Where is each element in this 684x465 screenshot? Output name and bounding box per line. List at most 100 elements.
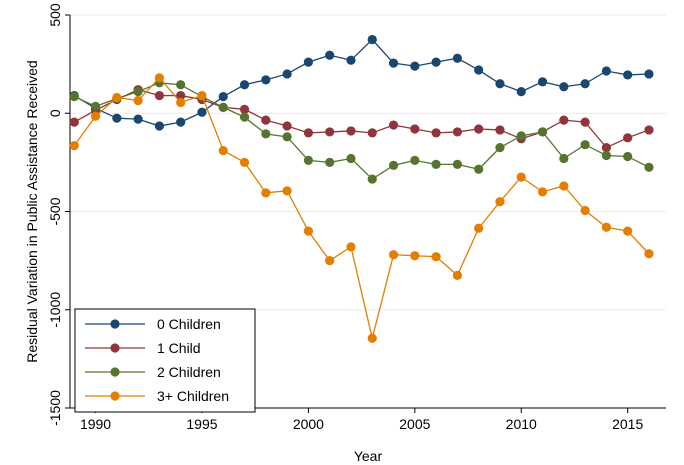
data-point [367,174,377,184]
data-point [133,87,143,97]
data-point [69,141,79,151]
legend-box [74,308,256,413]
data-point [388,160,399,170]
data-point [367,128,377,138]
data-point [537,187,548,197]
legend: 0 Children 1 Child 2 Children 3+ Children [74,308,256,413]
data-point [176,97,186,108]
data-point [474,164,484,174]
data-point [239,112,250,122]
data-point [559,181,569,191]
data-point [623,70,633,80]
y-tick-label: 0 [47,109,63,117]
data-point [154,73,164,83]
y-axis-title: Residual Variation in Public Assistance … [24,60,40,362]
data-point [90,101,101,111]
data-point [176,80,186,90]
x-tick-label: 1995 [186,416,217,432]
data-point [388,120,399,130]
data-point [559,82,569,92]
data-point [239,157,250,167]
data-point [431,159,441,169]
data-point [346,126,356,136]
data-point [154,121,164,131]
series-group [69,34,654,131]
data-point [431,57,441,67]
legend-marker [110,367,120,377]
legend-label: 2 Children [157,364,221,380]
data-point [218,91,228,102]
data-point [133,114,143,124]
data-point [303,128,313,138]
data-point [516,131,526,141]
y-tick-label: -1000 [47,292,63,328]
series-line [73,88,650,149]
data-point [410,251,420,261]
data-point [580,205,590,216]
x-tick-label: 2015 [612,416,643,432]
data-point [261,115,271,125]
legend-marker [110,343,120,353]
data-point [601,143,612,153]
data-point [580,79,590,89]
x-tick-label: 2005 [399,416,430,432]
data-point [410,124,420,134]
data-point [197,107,207,117]
data-point [580,117,590,127]
data-point [623,226,633,236]
data-point [303,155,313,166]
data-point [623,151,633,162]
data-point [367,333,377,343]
data-point [388,250,399,260]
data-point [495,143,505,153]
data-point [218,102,228,112]
data-point [90,111,101,121]
x-tick-label: 2010 [506,416,537,432]
data-point [218,145,228,156]
legend-marker [110,319,120,329]
data-point [559,115,569,125]
data-point [303,226,313,236]
data-point [112,92,122,103]
data-point [346,242,356,252]
series-group [69,73,654,343]
data-point [69,91,79,102]
x-tick-label: 2000 [293,416,324,432]
data-point [69,117,79,127]
data-point [282,132,292,142]
series-line [73,76,650,339]
data-point [474,223,484,233]
data-point [474,124,484,134]
data-point [346,153,356,164]
data-point [537,77,548,87]
data-point [133,95,143,106]
data-point [495,125,505,135]
data-point [303,57,313,67]
data-point [452,53,462,63]
y-tick-label: 500 [47,3,63,27]
data-point [644,69,654,79]
x-tick-label: 1990 [80,416,111,432]
data-point [644,162,654,172]
data-point [197,90,207,101]
data-point [239,80,250,90]
data-point [452,270,462,280]
data-point [261,129,271,139]
data-point [239,104,250,114]
y-tick-label: -1500 [47,390,63,426]
data-point [516,172,526,182]
data-point [431,252,441,262]
y-tick-label: -500 [47,197,63,225]
legend-label: 3+ Children [157,388,229,404]
data-point [601,222,612,232]
data-series [69,34,654,343]
data-point [367,34,377,45]
data-point [261,188,271,198]
data-point [325,256,335,266]
data-point [325,157,335,167]
legend-label: 1 Child [157,340,201,356]
data-point [410,61,420,71]
data-point [154,90,164,101]
data-point [325,127,335,137]
